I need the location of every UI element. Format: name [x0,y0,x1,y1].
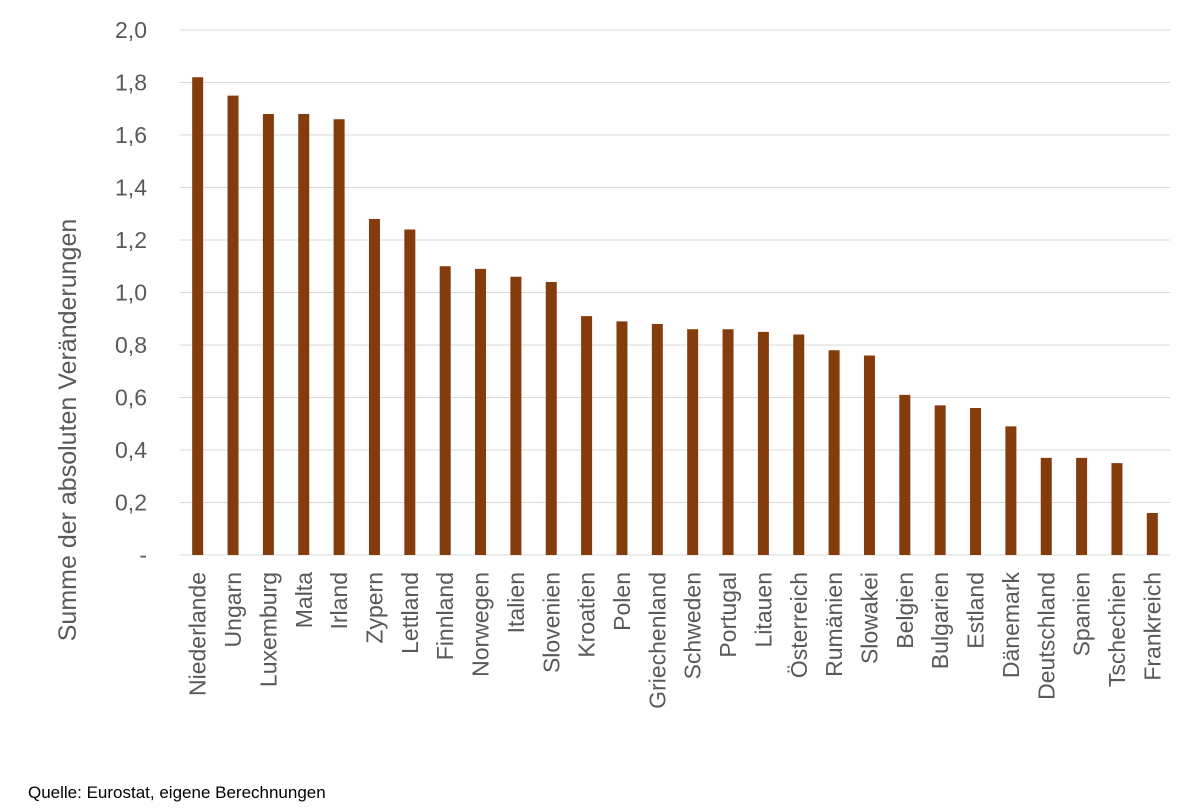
bar-irland [333,119,345,555]
x-category-label: Italien [503,572,529,633]
x-category-label: Kroatien [574,572,600,658]
bar-deutschland [1040,457,1052,555]
bar-lettland [404,229,416,555]
x-category-label: Slowakei [856,572,882,664]
x-category-label: Luxemburg [255,572,281,687]
bar-norwegen [475,268,487,555]
x-category-label: Estland [963,572,989,649]
x-category-label: Irland [326,572,352,630]
x-category-label: Portugal [715,572,741,658]
x-category-label: Lettland [397,572,423,654]
bar-spanien [1076,457,1088,555]
bar-slovenien [545,282,557,555]
bar-chart: - 0,2 0,4 0,6 0,8 1,0 1,2 1,4 1,6 1,8 2,0 Niederla… [54,17,1170,709]
bar-estland [970,408,982,555]
y-tick-label: 0,8 [115,332,147,358]
bar-frankreich [1146,513,1158,555]
x-category-label: Deutschland [1033,572,1059,700]
bar-rumänien [828,350,840,555]
x-category-label: Norwegen [468,572,494,677]
bar-bulgarien [934,405,946,555]
bar-dänemark [1005,426,1017,555]
x-category-label: Frankreich [1139,572,1165,681]
y-tick-label: 1,6 [115,122,147,148]
y-tick-label: 1,2 [115,227,147,253]
y-tick-label: 0,4 [115,437,147,463]
bar-tschechien [1111,463,1123,555]
y-tick-label: 1,8 [115,70,147,96]
bar-belgien [899,394,911,555]
y-tick-label: - [139,542,147,568]
bar-finnland [439,266,451,555]
x-category-label: Bulgarien [927,572,953,669]
bar-luxemburg [262,114,274,555]
x-category-label: Spanien [1069,572,1095,656]
bar-österreich [793,334,805,555]
gridlines [180,29,1170,556]
x-category-label: Griechenland [644,572,670,709]
x-category-label: Malta [291,572,317,628]
bar-niederlande [192,77,204,555]
x-category-label: Österreich [786,572,812,678]
x-category-label: Polen [609,572,635,631]
y-tick-label: 0,2 [115,490,147,516]
x-axis-category-labels: Niederlande Ungarn Luxemburg Malta Irland Zyp… [185,572,1166,709]
bar-slowakei [863,355,875,555]
source-note: Quelle: Eurostat, eigene Berechnungen [28,783,326,802]
bar-zypern [368,219,380,555]
y-tick-label: 0,6 [115,385,147,411]
x-category-label: Litauen [750,572,776,647]
bars [192,77,1158,555]
y-tick-label: 1,4 [115,175,147,201]
y-axis-title: Summe der absoluten Veränderungen [54,219,82,642]
bar-portugal [722,329,734,555]
x-category-label: Finnland [432,572,458,660]
bar-kroatien [581,316,593,555]
x-category-label: Tschechien [1104,572,1130,687]
x-category-label: Ungarn [220,572,246,647]
x-category-label: Zypern [361,572,387,644]
x-category-label: Rumänien [821,572,847,677]
y-tick-label: 1,0 [115,280,147,306]
bar-polen [616,321,628,555]
bar-italien [510,276,522,555]
bar-griechenland [651,324,663,555]
bar-ungarn [227,95,239,555]
bar-schweden [687,329,699,555]
bar-litauen [757,331,769,555]
bar-malta [298,114,310,555]
x-category-label: Slovenien [538,572,564,673]
y-axis-tick-labels: - 0,2 0,4 0,6 0,8 1,0 1,2 1,4 1,6 1,8 2,0 [115,17,147,568]
y-tick-label: 2,0 [115,17,147,43]
x-category-label: Niederlande [185,572,211,696]
x-category-label: Belgien [892,572,918,649]
x-category-label: Dänemark [998,572,1024,679]
x-category-label: Schweden [680,572,706,679]
